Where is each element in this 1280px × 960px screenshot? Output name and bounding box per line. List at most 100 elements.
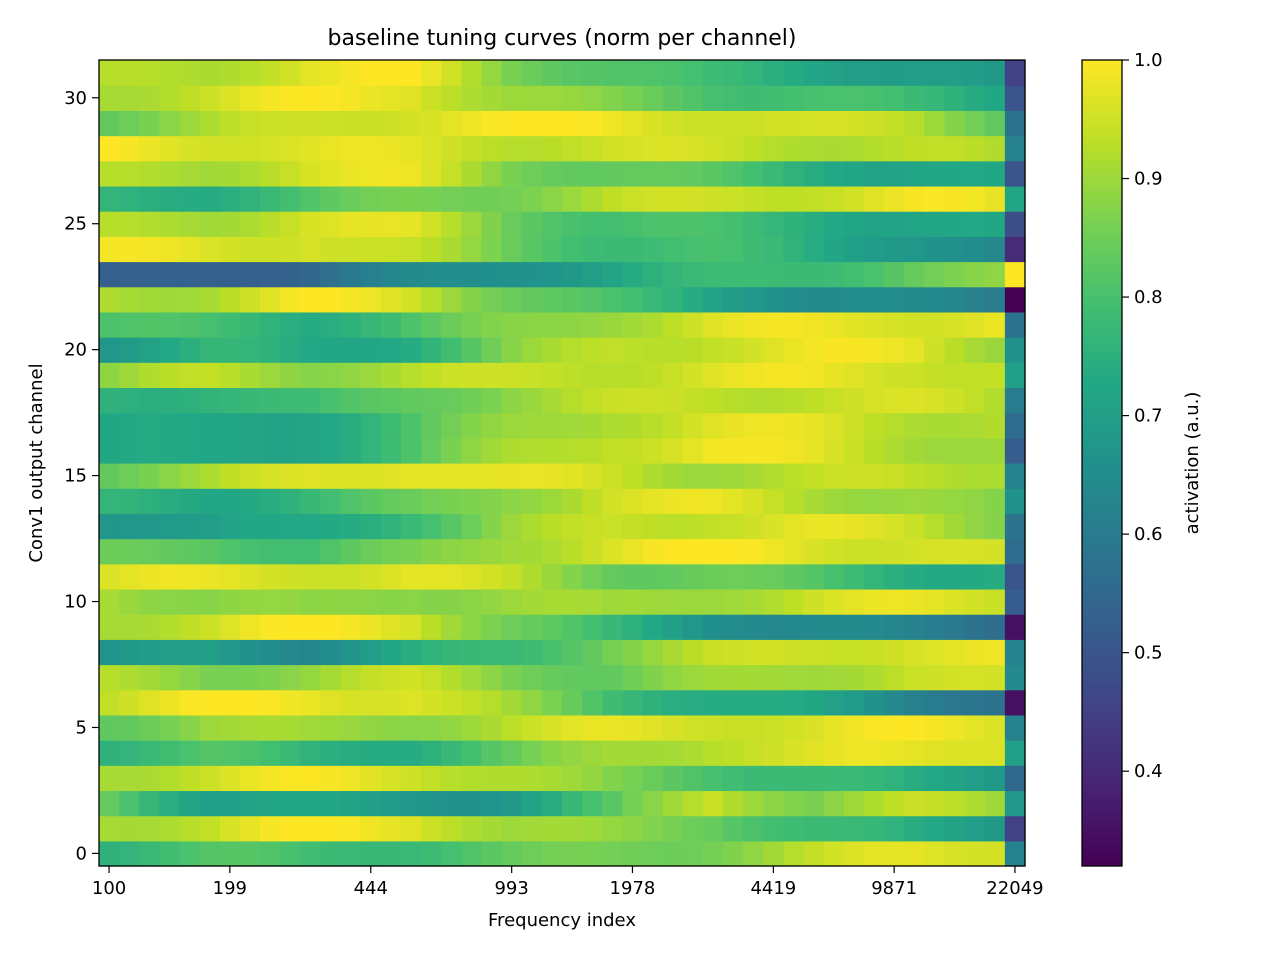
heatmap-cell: [984, 261, 1006, 288]
heatmap-cell: [521, 488, 543, 514]
heatmap-cell: [964, 664, 986, 691]
heatmap-cell: [924, 236, 946, 263]
heatmap-cell: [541, 261, 563, 288]
heatmap-cell: [159, 463, 181, 489]
heatmap-cell: [360, 135, 382, 162]
heatmap-cell: [99, 714, 120, 741]
heatmap-cell: [99, 337, 120, 363]
heatmap-cell: [622, 387, 644, 414]
heatmap-cell: [360, 488, 382, 514]
heatmap-cell: [763, 211, 785, 237]
heatmap-cell: [400, 387, 422, 414]
heatmap-cell: [602, 211, 623, 237]
heatmap-cell: [219, 740, 241, 766]
heatmap-cell: [1004, 790, 1026, 817]
heatmap-cell: [642, 765, 664, 792]
heatmap-cell: [421, 815, 442, 842]
heatmap-cell: [803, 463, 825, 489]
heatmap-cell: [642, 588, 664, 615]
heatmap-cell: [904, 60, 925, 86]
heatmap-cell: [481, 362, 503, 389]
heatmap-cell: [662, 160, 684, 187]
heatmap-cell: [199, 714, 221, 741]
heatmap-cell: [239, 488, 261, 514]
heatmap-cell: [199, 60, 221, 86]
heatmap-cell: [199, 160, 221, 187]
heatmap-cell: [179, 563, 201, 590]
heatmap-cell: [642, 689, 664, 716]
heatmap-cell: [139, 790, 160, 817]
heatmap-cell: [159, 815, 181, 842]
heatmap-cell: [501, 211, 523, 237]
heatmap-cell: [642, 488, 664, 514]
heatmap-cell: [924, 185, 946, 212]
heatmap-cell: [119, 437, 140, 464]
heatmap-cell: [380, 538, 402, 565]
heatmap-cell: [723, 815, 744, 842]
heatmap-cell: [400, 765, 422, 792]
heatmap-cell: [239, 463, 261, 489]
heatmap-cell: [300, 362, 322, 389]
heatmap-cell: [622, 362, 644, 389]
heatmap-cell: [622, 740, 644, 766]
heatmap-cell: [863, 488, 885, 514]
heatmap-cell: [863, 160, 885, 187]
heatmap-cell: [662, 714, 684, 741]
heatmap-cell: [501, 664, 523, 691]
heatmap-cell: [904, 185, 925, 212]
heatmap-cell: [783, 765, 805, 792]
heatmap-cell: [541, 412, 563, 439]
heatmap-cell: [582, 588, 603, 615]
heatmap-cell: [521, 815, 543, 842]
heatmap-cell: [320, 437, 342, 464]
heatmap-cell: [924, 840, 946, 867]
heatmap-cell: [99, 664, 120, 691]
heatmap-cell: [400, 714, 422, 741]
heatmap-cell: [823, 689, 845, 716]
heatmap-cell: [783, 689, 805, 716]
heatmap-cell: [501, 563, 523, 590]
heatmap-cell: [99, 614, 120, 640]
heatmap-cell: [119, 765, 140, 792]
heatmap-cell: [360, 261, 382, 288]
heatmap-cell: [863, 840, 885, 867]
heatmap-cell: [481, 160, 503, 187]
heatmap-cell: [99, 85, 120, 111]
heatmap-cell: [300, 614, 322, 640]
heatmap-cell: [119, 714, 140, 741]
heatmap-cell: [159, 211, 181, 237]
heatmap-cell: [320, 362, 342, 389]
heatmap-cell: [239, 437, 261, 464]
heatmap-cell: [803, 261, 825, 288]
heatmap-cell: [260, 689, 281, 716]
heatmap-cell: [400, 110, 422, 137]
heatmap-cell: [541, 211, 563, 237]
heatmap-cell: [400, 412, 422, 439]
heatmap-cell: [441, 412, 462, 439]
heatmap-cell: [159, 714, 181, 741]
heatmap-cell: [823, 286, 845, 313]
heatmap-cell: [964, 639, 986, 666]
heatmap-cell: [320, 689, 342, 716]
heatmap-cell: [541, 790, 563, 817]
heatmap-cell: [843, 286, 865, 313]
heatmap-cell: [260, 664, 281, 691]
heatmap-cell: [159, 286, 181, 313]
heatmap-cell: [924, 60, 946, 86]
heatmap-cell: [642, 740, 664, 766]
heatmap-cell: [320, 840, 342, 867]
heatmap-cell: [904, 488, 925, 514]
heatmap-cell: [863, 412, 885, 439]
heatmap-cell: [461, 160, 483, 187]
heatmap-cell: [763, 664, 785, 691]
heatmap-cell: [280, 110, 301, 137]
heatmap-cell: [944, 664, 966, 691]
heatmap-cell: [541, 60, 563, 86]
heatmap-cell: [260, 513, 281, 540]
heatmap-cell: [320, 261, 342, 288]
heatmap-cell: [723, 689, 744, 716]
heatmap-cell: [340, 110, 362, 137]
heatmap-cell: [602, 337, 623, 363]
heatmap-cell: [924, 790, 946, 817]
heatmap-cell: [179, 588, 201, 615]
